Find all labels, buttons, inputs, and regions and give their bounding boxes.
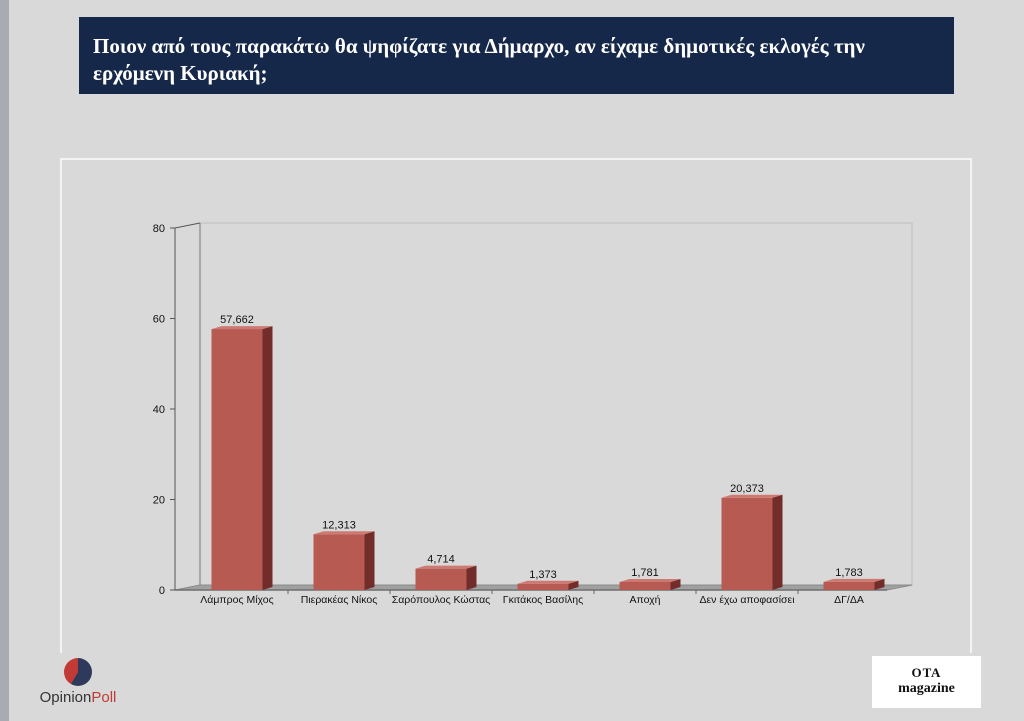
- data-label: 1,373: [529, 569, 557, 581]
- bar: [415, 568, 467, 590]
- y-tick-label: 60: [153, 314, 165, 326]
- data-label: 1,781: [631, 567, 659, 579]
- y-tick-label: 40: [153, 404, 165, 416]
- data-label: 1,783: [835, 567, 863, 579]
- bar: [823, 581, 875, 590]
- bar-side: [466, 565, 477, 590]
- x-tick-label: Αποχή: [629, 594, 660, 606]
- y-axis-depth-line: [174, 222, 201, 229]
- bar-top: [313, 531, 375, 535]
- bar-side: [874, 578, 885, 590]
- y-tick-label: 80: [153, 223, 165, 235]
- bar-top: [211, 326, 273, 330]
- x-tick-label: Σαρόπουλος Κώστας: [392, 594, 491, 606]
- chart-frame: [60, 158, 972, 653]
- opinion-poll-logo-text: OpinionPoll: [28, 689, 128, 706]
- ota-logo-line1: ΟΤΑ: [911, 665, 942, 680]
- opinion-poll-logo: OpinionPoll: [28, 656, 128, 712]
- bar-top: [823, 578, 885, 582]
- x-tick-label: Γκιτάκος Βασίλης: [503, 594, 583, 606]
- logo-word-opinion: Opinion: [39, 689, 92, 706]
- x-tick-label: Πιερακέας Νίκος: [301, 594, 378, 606]
- data-label: 12,313: [322, 519, 356, 531]
- opinion-poll-logo-icon: [64, 658, 92, 686]
- ota-magazine-logo: ΟΤΑ magazine: [872, 656, 981, 708]
- bar-top: [619, 578, 681, 582]
- data-label: 57,662: [220, 314, 254, 326]
- bar: [313, 534, 365, 590]
- data-label: 20,373: [730, 483, 764, 495]
- bar-top: [721, 494, 783, 498]
- bar: [211, 329, 263, 590]
- bar-side: [772, 494, 783, 590]
- bar-side: [670, 578, 681, 590]
- x-tick-label: Δεν έχω αποφασίσει: [699, 594, 795, 606]
- bar-top: [415, 565, 477, 569]
- title-banner: Ποιον από τους παρακάτω θα ψηφίζατε για …: [79, 17, 954, 94]
- bar-side: [568, 580, 579, 590]
- bar-side: [364, 531, 375, 590]
- bar-side: [262, 326, 273, 590]
- bar: [721, 497, 773, 590]
- bar-top: [517, 580, 579, 584]
- bar: [517, 583, 569, 590]
- x-tick-label: ΔΓ/ΔΑ: [834, 594, 864, 606]
- chart-title: Ποιον από τους παρακάτω θα ψηφίζατε για …: [93, 34, 865, 85]
- ota-logo-line2: magazine: [898, 681, 955, 696]
- y-tick-label: 0: [159, 585, 165, 597]
- y-tick-label: 20: [153, 495, 165, 507]
- logo-word-poll: Poll: [91, 689, 117, 706]
- chart-back-wall: [199, 222, 913, 586]
- bar: [619, 581, 671, 590]
- data-label: 4,714: [427, 554, 455, 566]
- x-tick-label: Λάμπρος Μίχος: [200, 594, 273, 606]
- left-edge-strip: [0, 0, 9, 721]
